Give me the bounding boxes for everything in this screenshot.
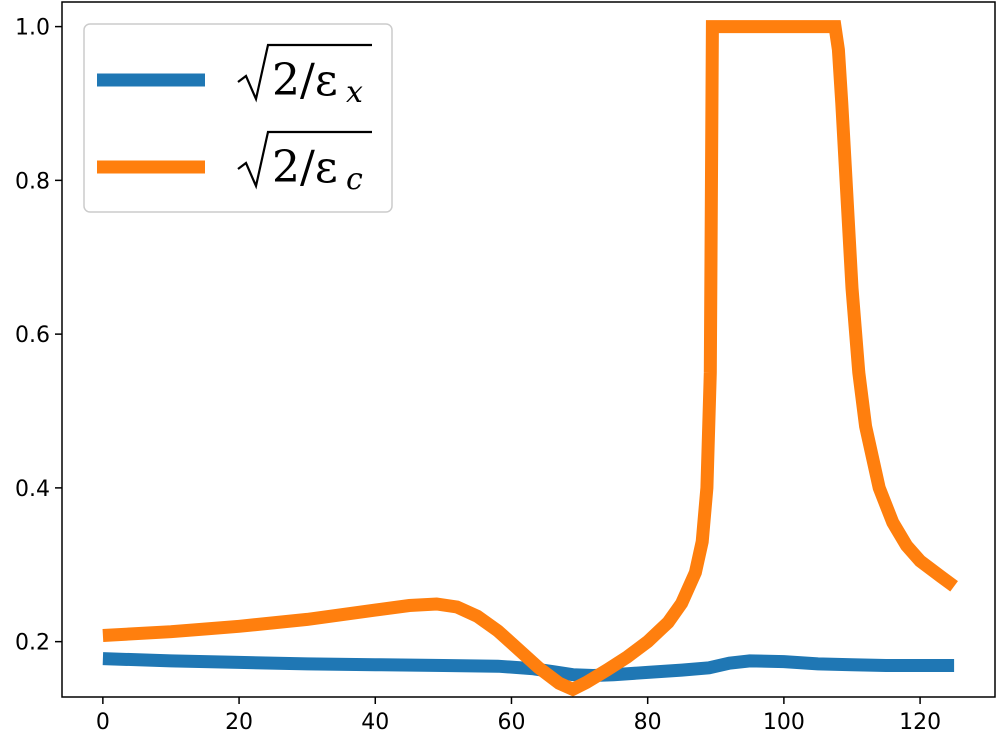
x-tick-label: 40: [361, 710, 389, 735]
x-tick-label: 60: [497, 710, 525, 735]
y-axis: 0.2 0.4 0.6 0.8 1.0: [15, 16, 62, 656]
sqrt-symbol-icon: [237, 43, 372, 103]
x-tick-label: 0: [96, 710, 110, 735]
y-tick-label: 0.4: [15, 477, 50, 502]
series-line-c: [102, 20, 958, 697]
sqrt-symbol-icon: [237, 130, 372, 190]
x-axis: 0 20 40 60 80 100 120: [96, 697, 941, 735]
series-line-x: [102, 652, 955, 683]
y-tick-label: 0.6: [15, 323, 50, 348]
legend-label: 2/ε: [272, 55, 338, 106]
x-tick-label: 120: [899, 710, 941, 735]
legend-label-subscript: c: [346, 162, 363, 197]
legend-label-subscript: x: [346, 75, 363, 110]
y-tick-label: 0.8: [15, 169, 50, 194]
y-tick-label: 0.2: [15, 631, 50, 656]
legend-entry-x: 2/ε x: [97, 43, 372, 110]
axes-frame: [61, 1, 996, 698]
plot-area: [102, 20, 958, 697]
x-tick-label: 80: [634, 710, 662, 735]
x-tick-label: 20: [225, 710, 253, 735]
legend-label: 2/ε: [272, 142, 338, 193]
x-tick-label: 100: [763, 710, 805, 735]
legend: 2/ε x2/ε c: [83, 23, 393, 213]
legend-entry-c: 2/ε c: [97, 130, 372, 197]
y-tick-label: 1.0: [15, 16, 50, 41]
